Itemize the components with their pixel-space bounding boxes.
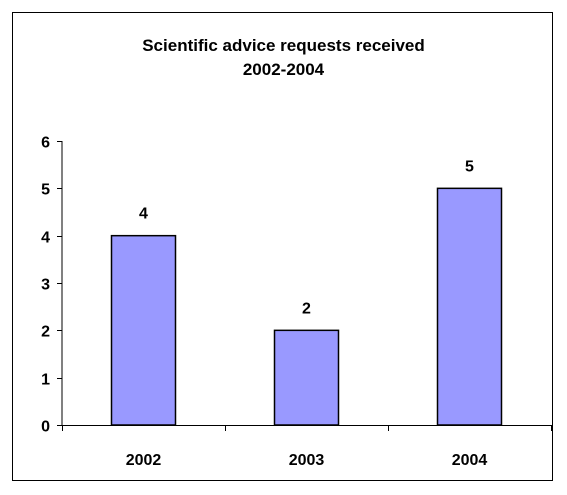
data-label-2003: 2 xyxy=(302,300,311,317)
data-labels: 4 2 5 xyxy=(139,158,474,317)
chart-title-line-2: 2002-2004 xyxy=(242,60,325,79)
y-tick-label: 4 xyxy=(41,230,50,247)
chart-title: Scientific advice requests received 2002… xyxy=(0,34,567,82)
y-tick-label: 1 xyxy=(41,372,50,389)
bars xyxy=(110,187,503,426)
y-axis: 0 1 2 3 4 5 6 xyxy=(41,135,63,436)
y-tick-label: 5 xyxy=(41,182,50,199)
data-label-2002: 4 xyxy=(139,206,148,223)
y-tick-label: 6 xyxy=(41,135,50,152)
bar-2004 xyxy=(436,187,503,426)
data-label-2004: 5 xyxy=(465,158,474,175)
x-axis: 2002 2003 2004 xyxy=(62,425,552,469)
chart-title-line-1: Scientific advice requests received xyxy=(142,36,425,55)
x-category-label-2004: 2004 xyxy=(452,452,488,469)
y-tick-label: 3 xyxy=(41,277,50,294)
y-tick-label: 0 xyxy=(41,419,50,436)
y-tick-label: 2 xyxy=(41,324,50,341)
bar-2003 xyxy=(273,329,340,426)
bar-2002 xyxy=(110,234,177,426)
x-category-label-2002: 2002 xyxy=(126,452,162,469)
x-category-label-2003: 2003 xyxy=(289,452,325,469)
